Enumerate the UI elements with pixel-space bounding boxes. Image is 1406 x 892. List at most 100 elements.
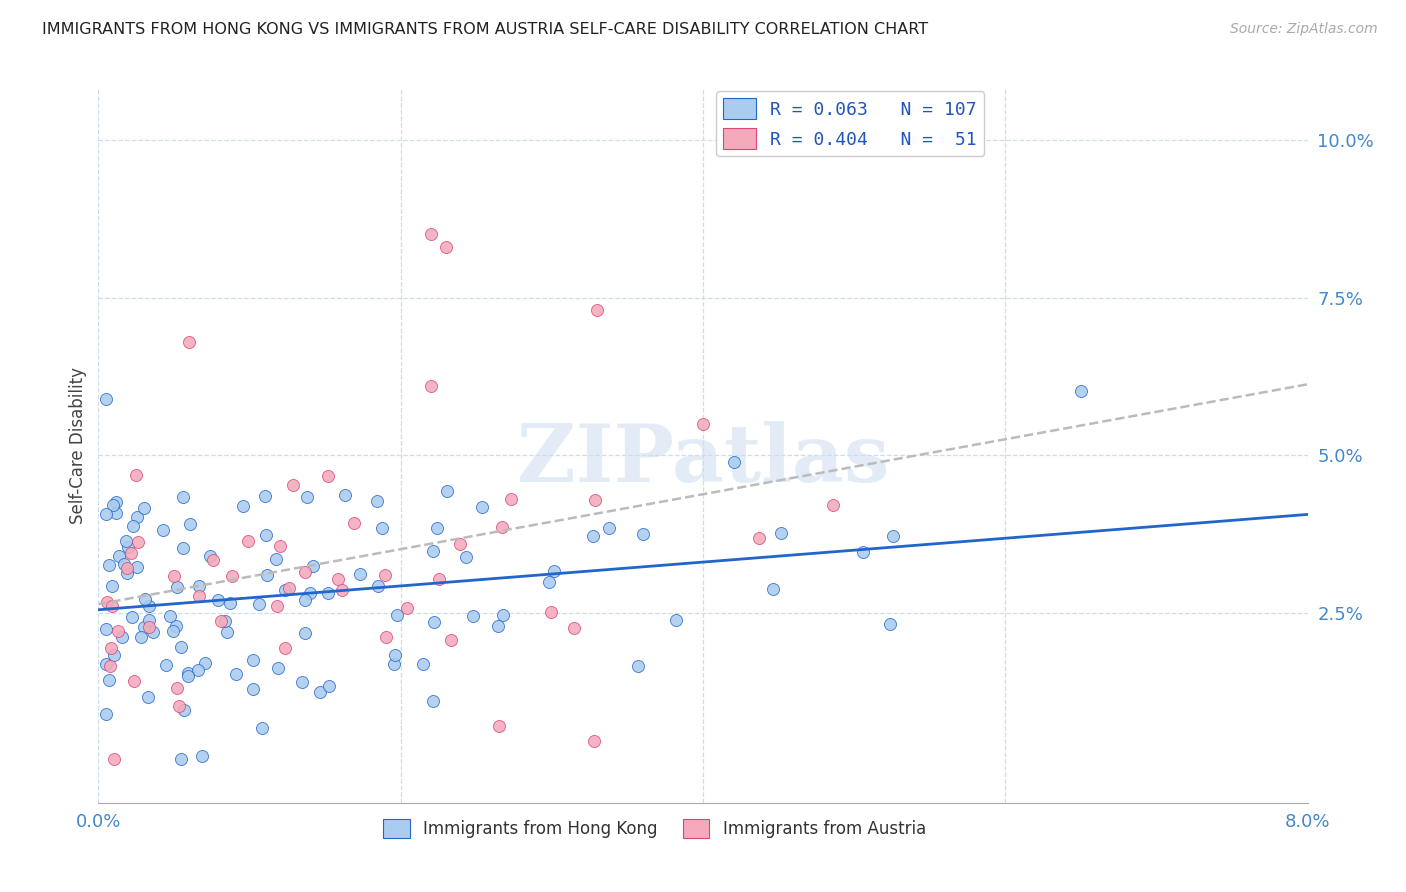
Point [426,521,449,535]
Point [103,751,125,765]
Point [436,484,458,499]
Point [209,614,232,628]
Point [103,648,125,662]
Point [769,526,792,541]
Point [136,690,159,704]
Point [172,541,194,555]
Point [176,668,198,682]
Point [176,665,198,680]
Point [422,694,444,708]
Point [277,581,299,595]
Legend: Immigrants from Hong Kong, Immigrants from Austria: Immigrants from Hong Kong, Immigrants fr… [377,812,932,845]
Point [256,568,278,582]
Point [583,734,606,748]
Text: IMMIGRANTS FROM HONG KONG VS IMMIGRANTS FROM AUSTRIA SELF-CARE DISABILITY CORREL: IMMIGRANTS FROM HONG KONG VS IMMIGRANTS … [42,22,928,37]
Point [152,523,174,537]
Point [627,658,650,673]
Point [384,657,406,672]
Point [488,618,510,632]
Point [420,227,443,242]
Point [374,568,396,582]
Point [762,582,785,597]
Point [266,599,288,614]
Point [631,527,654,541]
Point [692,417,714,431]
Point [423,615,446,630]
Point [274,583,297,598]
Point [499,491,522,506]
Point [540,605,562,619]
Point [879,617,901,632]
Point [385,607,408,622]
Point [122,673,145,688]
Point [121,518,143,533]
Point [138,620,160,634]
Point [97,558,120,572]
Point [249,598,271,612]
Point [538,574,561,589]
Point [852,544,875,558]
Point [291,674,314,689]
Point [454,550,477,565]
Point [104,495,127,509]
Point [366,493,388,508]
Point [316,586,339,600]
Point [242,653,264,667]
Point [254,528,277,542]
Point [269,539,291,553]
Point [101,579,124,593]
Point [427,572,450,586]
Point [94,392,117,406]
Point [98,658,121,673]
Point [488,719,510,733]
Point [129,630,152,644]
Point [121,610,143,624]
Point [821,498,844,512]
Point [101,599,124,614]
Point [882,529,904,543]
Point [543,564,565,578]
Point [302,559,325,574]
Point [267,661,290,675]
Point [125,510,148,524]
Point [440,632,463,647]
Point [138,613,160,627]
Point [665,613,688,627]
Point [125,559,148,574]
Point [219,596,242,610]
Point [332,582,354,597]
Point [198,549,221,563]
Point [94,507,117,521]
Point [461,609,484,624]
Point [159,609,181,624]
Point [187,589,209,603]
Point [215,625,238,640]
Point [333,488,356,502]
Point [173,703,195,717]
Point [225,666,247,681]
Point [586,303,609,318]
Point [299,586,322,600]
Point [111,630,134,644]
Point [238,533,260,548]
Point [94,707,117,722]
Text: ZIPatlas: ZIPatlas [517,421,889,500]
Point [1070,384,1092,398]
Point [172,490,194,504]
Point [294,626,316,640]
Point [134,591,156,606]
Point [163,569,186,583]
Point [562,621,585,635]
Point [232,499,254,513]
Point [412,657,434,671]
Point [264,552,287,566]
Point [318,679,340,693]
Point [250,721,273,735]
Point [395,601,418,615]
Point [167,699,190,714]
Point [367,579,389,593]
Point [582,529,605,543]
Point [132,501,155,516]
Point [748,531,770,545]
Point [194,656,217,670]
